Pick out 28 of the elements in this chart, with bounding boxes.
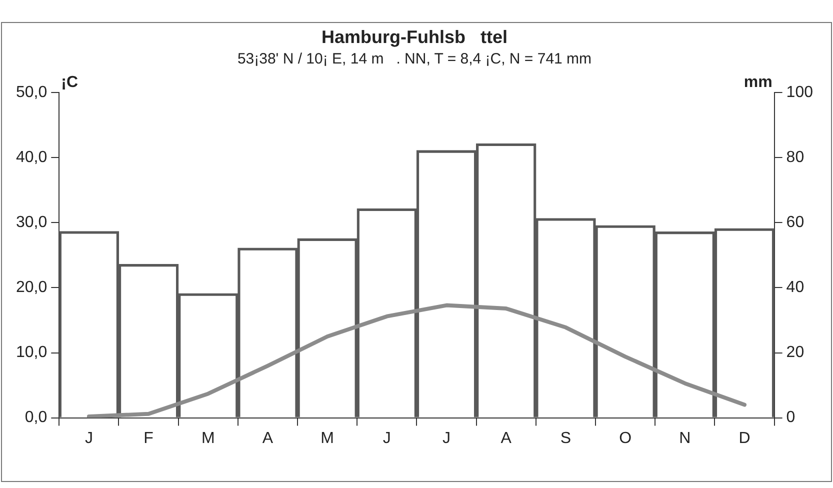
x-tick-label: F bbox=[144, 430, 154, 447]
chart-subtitle: 53¡38' N / 10¡ E, 14 m . NN, T = 8,4 ¡C, N = 741 mm bbox=[237, 50, 592, 68]
x-tick-label: M bbox=[201, 430, 215, 447]
y-tick-label: 10,0 bbox=[16, 344, 48, 362]
y2-tick-label: 0 bbox=[786, 409, 796, 426]
y-tick-label: 20,0 bbox=[16, 279, 48, 296]
x-tick-label: J bbox=[84, 430, 93, 447]
y-tick-label: 0,0 bbox=[24, 409, 48, 426]
x-tick-label: A bbox=[500, 430, 512, 447]
y-axis-title: ¡C bbox=[61, 74, 78, 92]
y2-axis-title: mm bbox=[744, 74, 772, 92]
x-tick-label: A bbox=[262, 430, 274, 447]
x-tick-label: N bbox=[679, 430, 691, 447]
y2-tick-label: 40 bbox=[786, 279, 804, 296]
x-tick-label: J bbox=[442, 430, 451, 447]
x-tick-label: S bbox=[560, 430, 572, 447]
y-tick-label: 40,0 bbox=[16, 149, 48, 166]
x-tick-label: O bbox=[619, 430, 632, 447]
x-tick-label: J bbox=[382, 430, 391, 447]
y2-tick-label: 100 bbox=[786, 84, 814, 102]
y-tick-label: 50,0 bbox=[16, 84, 48, 102]
chart-title: Hamburg-Fuhlsb ttel bbox=[322, 26, 508, 47]
x-tick-label: M bbox=[320, 430, 334, 447]
y2-tick-label: 80 bbox=[786, 149, 804, 166]
y-tick-label: 30,0 bbox=[16, 214, 48, 232]
x-tick-label: D bbox=[738, 430, 750, 447]
y2-tick-label: 60 bbox=[786, 214, 804, 232]
y2-tick-label: 20 bbox=[786, 344, 804, 362]
